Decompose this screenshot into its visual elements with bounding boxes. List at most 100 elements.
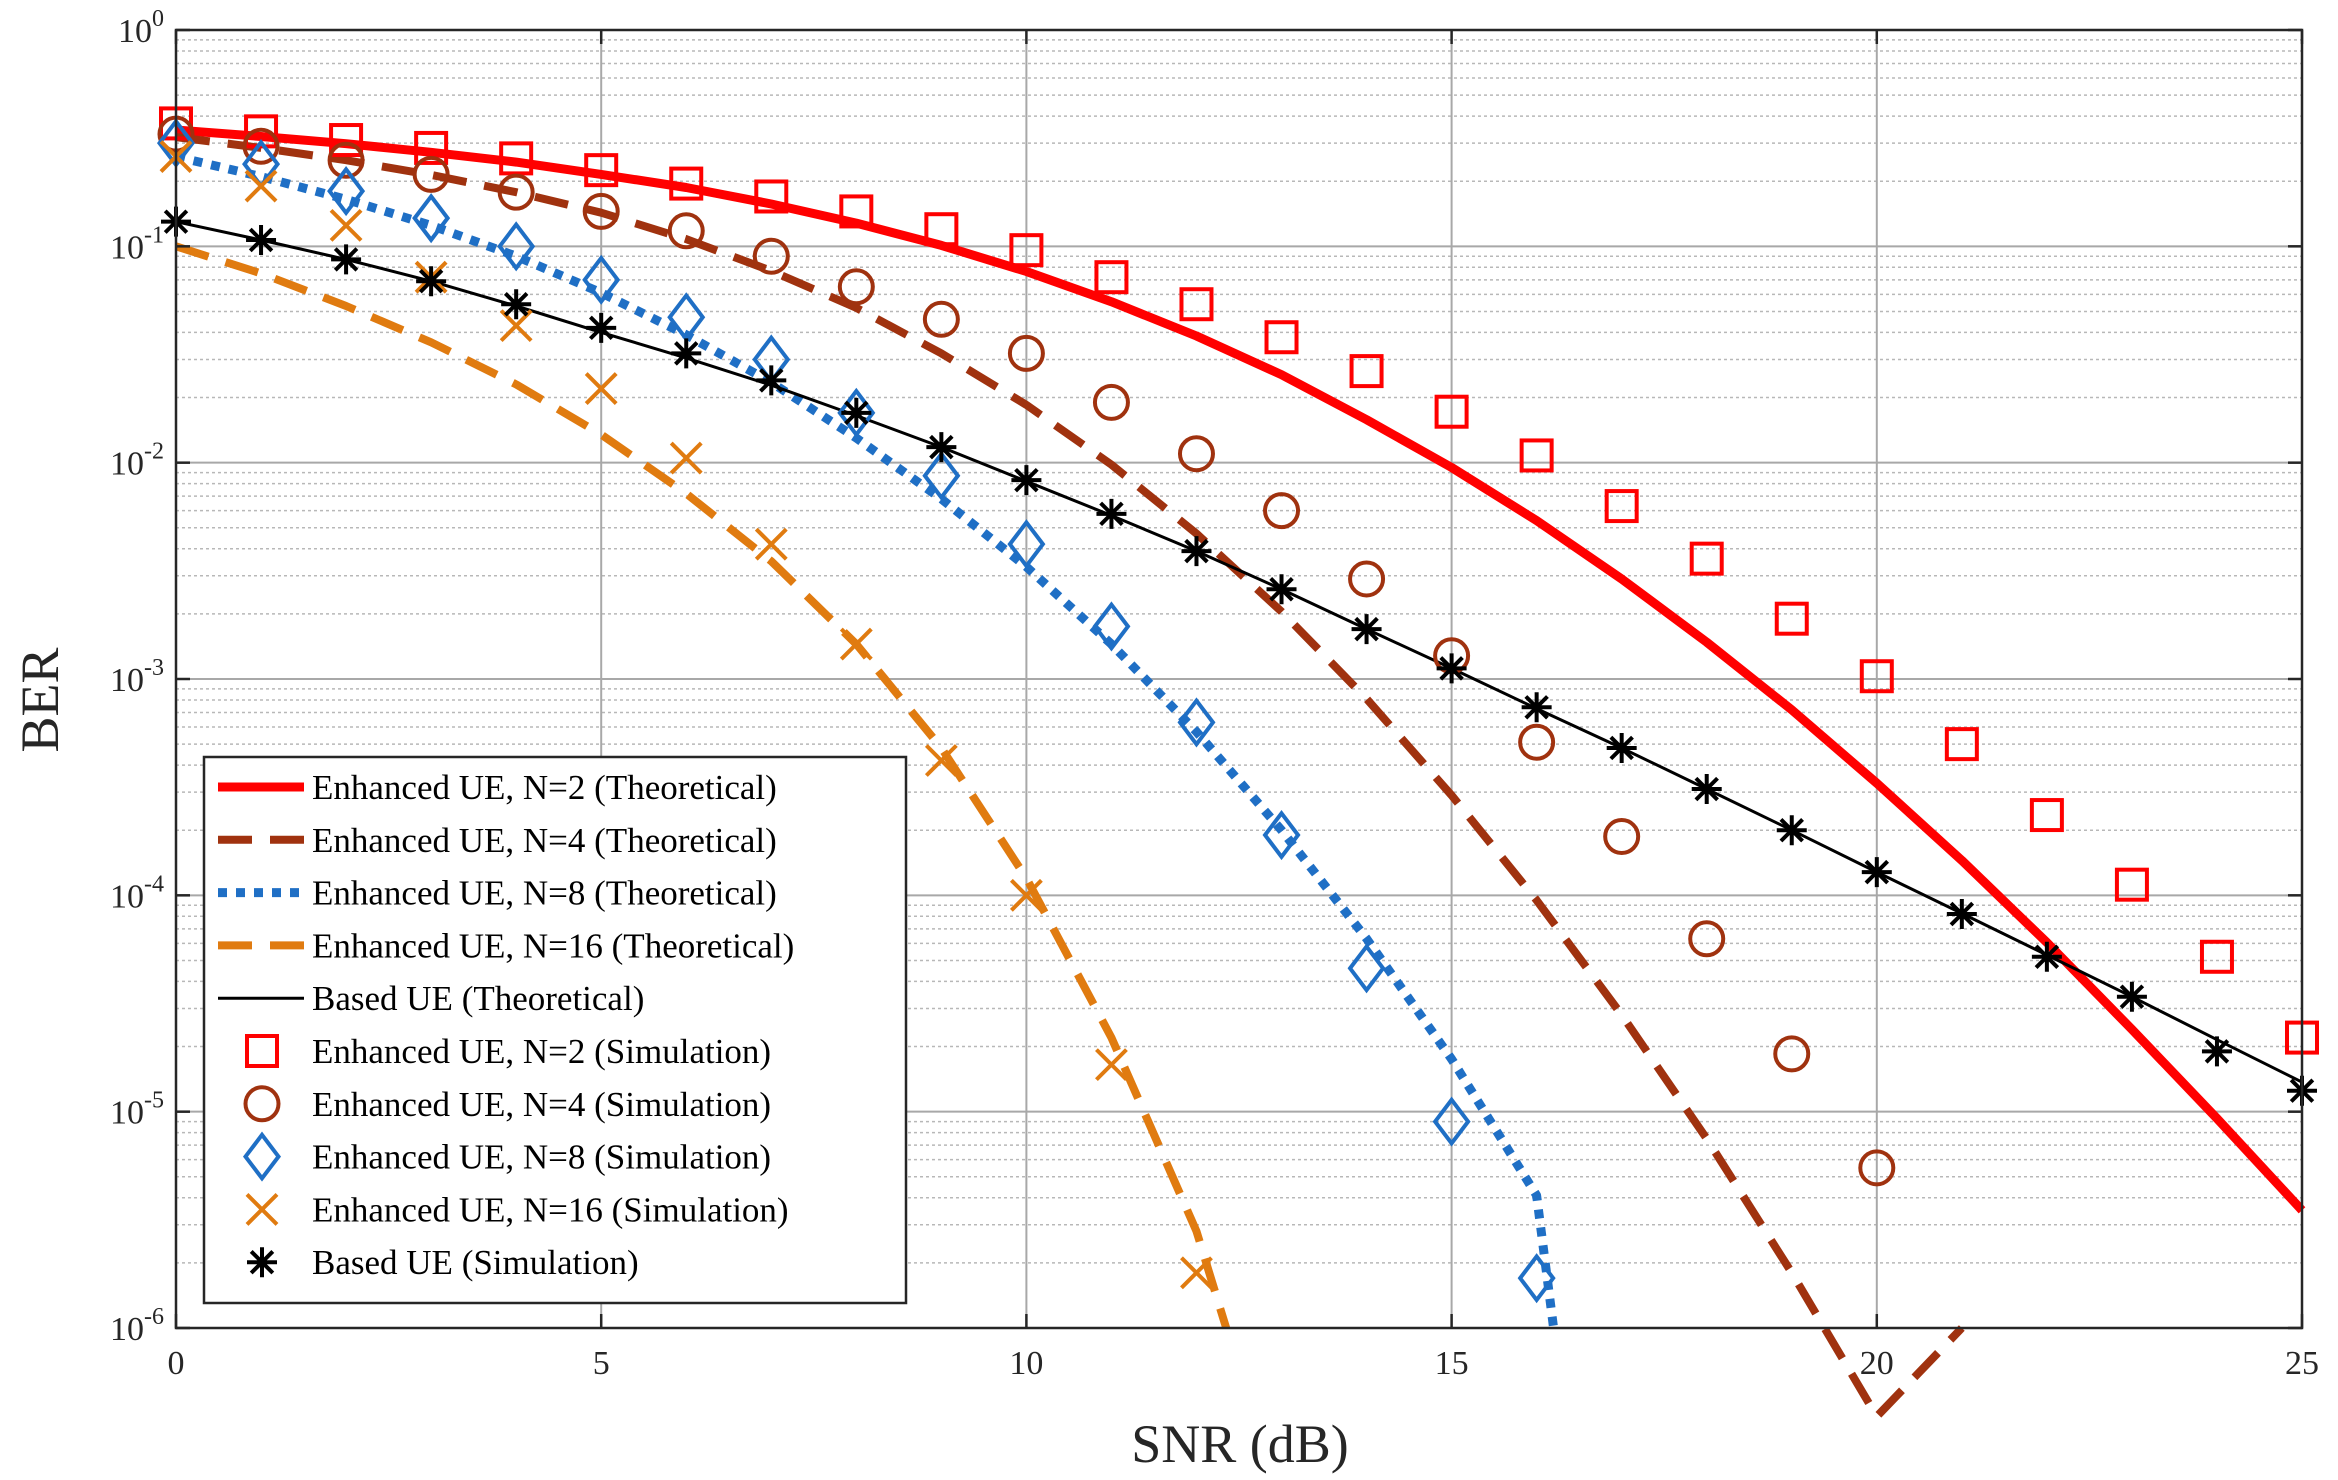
data-point-marker — [1180, 1256, 1213, 1290]
legend-marker-sample — [243, 1085, 281, 1123]
data-point-marker — [1264, 320, 1299, 355]
data-point-marker — [1434, 394, 1469, 429]
x-tick-label: 25 — [2285, 1345, 2319, 1382]
data-point-marker — [582, 254, 621, 305]
y-axis-label: BER — [10, 647, 70, 752]
data-point-marker — [1773, 1035, 1811, 1073]
data-point-marker — [669, 441, 703, 475]
data-point-marker — [1432, 1096, 1471, 1147]
data-point-marker — [497, 173, 535, 211]
data-point-marker — [924, 744, 958, 777]
data-point-marker — [1096, 498, 1127, 529]
data-point-marker — [922, 300, 960, 338]
data-point-marker — [497, 221, 536, 272]
data-point-marker — [1689, 541, 1724, 576]
data-point-marker — [246, 224, 277, 255]
data-point-marker — [1095, 1048, 1128, 1082]
data-point-marker — [1774, 601, 1809, 636]
data-point-marker — [327, 166, 366, 217]
series-7 — [157, 115, 1896, 1187]
data-point-marker — [582, 192, 620, 230]
data-point-marker — [754, 179, 789, 214]
data-point-marker — [1349, 354, 1384, 389]
data-point-marker — [499, 141, 534, 176]
legend-box — [202, 755, 908, 1305]
x-tick-label: 15 — [1435, 1345, 1469, 1382]
data-point-marker — [1262, 809, 1301, 861]
data-point-marker — [2029, 798, 2064, 833]
data-point-marker — [839, 627, 873, 661]
legend-entry: Based UE (Theoretical) — [218, 979, 644, 1018]
data-point-marker — [1858, 1149, 1896, 1187]
data-point-marker — [412, 155, 450, 193]
data-point-marker — [1011, 465, 1042, 496]
legend-label: Enhanced UE, N=4 (Theoretical) — [312, 821, 777, 860]
data-point-marker — [837, 387, 876, 438]
legend-label: Enhanced UE, N=8 (Theoretical) — [312, 874, 777, 913]
data-point-marker — [244, 114, 279, 149]
data-point-marker — [412, 193, 451, 244]
tick-labels: 0 5 10 15 20 25 10-6 10-5 10-4 10-3 10-2 10-1 100 — [110, 6, 2319, 1382]
data-point-marker — [1436, 653, 1467, 684]
data-point-marker — [1007, 334, 1045, 372]
data-point-marker — [924, 212, 959, 247]
data-point-marker — [1092, 601, 1131, 652]
data-point-marker — [667, 212, 705, 250]
data-point-marker — [839, 194, 874, 229]
data-point-marker — [584, 153, 619, 188]
x-tick-label: 20 — [1860, 1345, 1894, 1382]
legend-label: Enhanced UE, N=16 (Theoretical) — [312, 926, 794, 965]
series-6 — [159, 106, 2319, 1055]
data-point-marker — [329, 208, 363, 242]
series-9 — [159, 140, 1213, 1290]
data-point-marker — [416, 266, 447, 297]
data-point-marker — [671, 338, 702, 369]
data-point-marker — [756, 365, 787, 396]
data-point-marker — [837, 268, 875, 306]
data-point-marker — [244, 169, 278, 203]
y-tick-label: 10-3 — [110, 655, 164, 699]
data-point-marker — [1007, 519, 1046, 570]
x-tick-label: 5 — [593, 1345, 610, 1382]
series-line — [174, 242, 1231, 1330]
y-tick-label: 100 — [118, 6, 164, 50]
data-point-marker — [1177, 435, 1215, 473]
data-point-marker — [2114, 867, 2149, 902]
data-point-marker — [754, 527, 788, 561]
y-tick-label: 10-6 — [110, 1304, 164, 1348]
x-tick-label: 0 — [168, 1345, 185, 1382]
legend-marker-sample — [242, 1131, 282, 1182]
y-tick-label: 10-4 — [110, 871, 164, 915]
data-point-marker — [1094, 260, 1129, 295]
data-point-marker — [2031, 941, 2062, 972]
y-tick-label: 10-1 — [110, 222, 164, 266]
data-point-marker — [1181, 536, 1212, 567]
legend-entry: Enhanced UE, N=16 (Theoretical) — [218, 926, 794, 965]
data-point-marker — [922, 450, 961, 501]
data-point-marker — [586, 312, 617, 343]
x-axis-label: SNR (dB) — [1131, 1414, 1349, 1474]
data-point-marker — [584, 372, 618, 406]
data-point-marker — [2201, 1036, 2232, 1067]
data-point-marker — [1092, 383, 1130, 421]
data-point-marker — [2116, 981, 2147, 1012]
data-point-marker — [1351, 614, 1382, 645]
data-point-marker — [331, 244, 362, 275]
data-point-marker — [1177, 697, 1216, 748]
data-point-marker — [242, 127, 280, 165]
data-point-marker — [1519, 438, 1554, 473]
series-2 — [175, 133, 1965, 1421]
y-tick-label: 10-5 — [110, 1088, 164, 1132]
legend-marker-sample — [245, 1192, 279, 1226]
data-point-marker — [327, 141, 365, 179]
data-point-marker — [1518, 723, 1556, 761]
data-point-marker — [1009, 233, 1044, 268]
series-line — [174, 152, 1559, 1329]
data-point-marker — [1521, 692, 1552, 723]
axes — [174, 28, 2304, 1330]
legend: Enhanced UE, N=2 (Theoretical) Enhanced U… — [202, 755, 908, 1305]
data-point-marker — [1861, 857, 1892, 888]
data-point-marker — [1009, 878, 1043, 912]
series-4 — [174, 242, 1231, 1330]
